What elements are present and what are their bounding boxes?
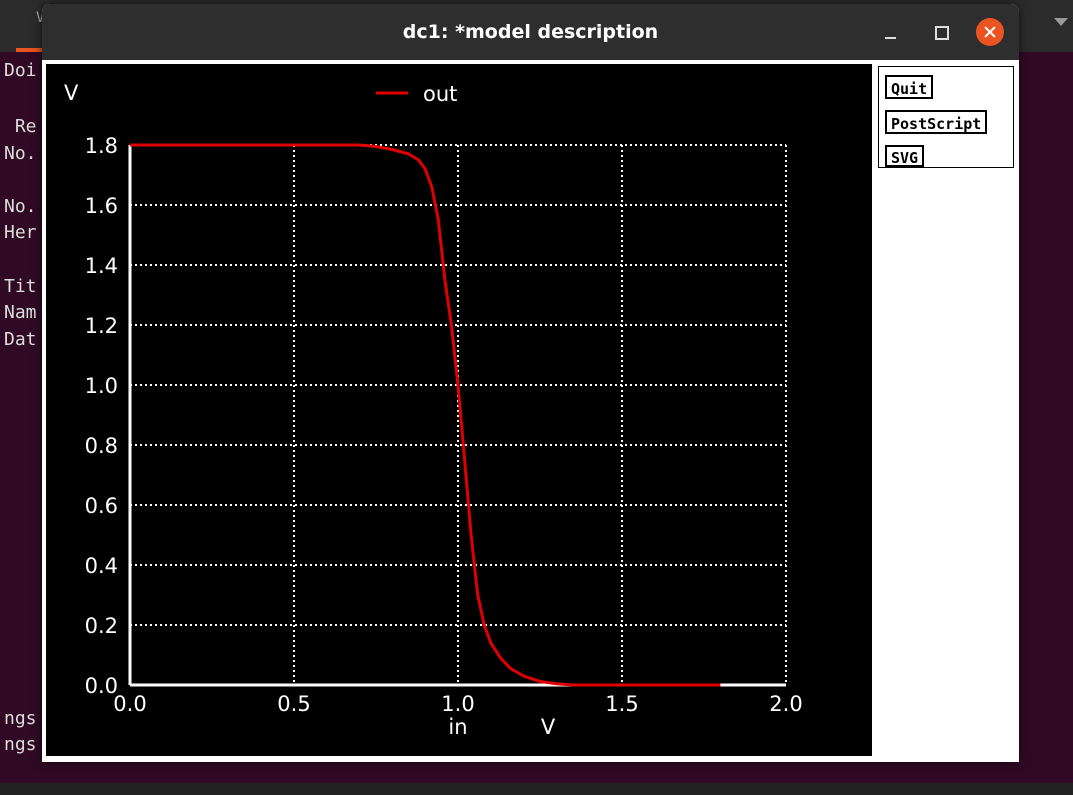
terminal-line: Tit bbox=[4, 276, 37, 297]
y-tick-label: 1.4 bbox=[85, 254, 118, 278]
y-tick-label: 1.6 bbox=[85, 194, 118, 218]
terminal-line: Dat bbox=[4, 329, 37, 350]
terminal-line: No. bbox=[4, 143, 37, 164]
x-tick-label: 1.0 bbox=[441, 692, 474, 716]
postscript-button[interactable]: PostScript bbox=[885, 110, 988, 134]
legend-label: out bbox=[423, 82, 457, 106]
x-axis-unit: V bbox=[541, 715, 556, 739]
terminal-line: ngs bbox=[4, 734, 37, 755]
y-tick-label: 0.0 bbox=[85, 674, 118, 698]
x-tick-label: 2.0 bbox=[769, 692, 802, 716]
terminal-line: No. bbox=[4, 196, 37, 217]
terminal-line: Nam bbox=[4, 302, 37, 323]
y-tick-label: 0.4 bbox=[85, 554, 118, 578]
y-tick-label: 0.6 bbox=[85, 494, 118, 518]
y-tick-label: 1.2 bbox=[85, 314, 118, 338]
maximize-icon[interactable] bbox=[927, 18, 955, 46]
y-axis-label: V bbox=[64, 81, 79, 105]
terminal-line: ngs bbox=[4, 708, 37, 729]
chevron-down-icon[interactable] bbox=[1054, 18, 1068, 26]
terminal-line: Doi bbox=[4, 60, 37, 81]
button-panel: Quit PostScript SVG bbox=[878, 66, 1014, 168]
x-axis-label: in bbox=[448, 715, 467, 739]
y-tick-label: 0.2 bbox=[85, 614, 118, 638]
plot-area: 0.0 0.5 1.0 1.5 2.0 0.0 0.2 0.4 0.6 0.8 1.0 1.2 1.4 1… bbox=[46, 64, 872, 756]
y-tick-label: 0.8 bbox=[85, 434, 118, 458]
terminal-line: Her bbox=[4, 222, 37, 243]
y-tick-label: 1.0 bbox=[85, 374, 118, 398]
close-icon[interactable] bbox=[976, 18, 1004, 46]
terminal-footer bbox=[0, 783, 1073, 795]
svg-button[interactable]: SVG bbox=[885, 145, 925, 167]
window-title: dc1: *model description bbox=[402, 21, 659, 43]
window-titlebar[interactable]: dc1: *model description bbox=[42, 4, 1019, 60]
series-line-out bbox=[130, 143, 721, 687]
terminal-tab-indicator bbox=[16, 48, 46, 52]
x-tick-label: 1.5 bbox=[605, 692, 638, 716]
plot-window: dc1: *model description 0.0 0.5 1.0 1.5 2.0 0… bbox=[42, 4, 1019, 762]
minimize-icon[interactable] bbox=[876, 18, 904, 46]
quit-button[interactable]: Quit bbox=[885, 75, 934, 99]
x-tick-label: 0.5 bbox=[277, 692, 310, 716]
terminal-tab-label[interactable]: V bbox=[36, 10, 45, 26]
chart-svg: 0.0 0.5 1.0 1.5 2.0 0.0 0.2 0.4 0.6 0.8 1.0 1.2 1.4 1… bbox=[64, 81, 803, 739]
y-tick-label: 1.8 bbox=[85, 134, 118, 158]
x-tick-label: 0.0 bbox=[113, 692, 146, 716]
terminal-line: Re bbox=[4, 116, 37, 137]
